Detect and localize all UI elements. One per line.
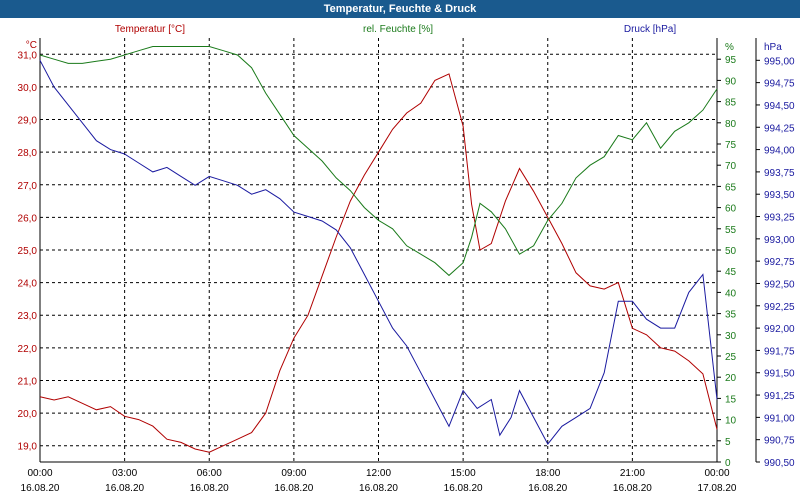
pressure-tick-label: 992,25 [764,302,795,313]
temperature-tick-label: 28,0 [18,148,38,159]
x-tick-date: 16.08.20 [359,483,398,494]
humidity-tick-label: 45 [725,267,737,278]
temperature-tick-label: 31,0 [18,50,38,61]
x-tick-date: 16.08.20 [105,483,144,494]
x-tick-time: 03:00 [112,468,137,479]
pressure-tick-label: 992,75 [764,257,795,268]
x-tick-date: 16.08.20 [528,483,567,494]
humidity-tick-label: 50 [725,246,737,257]
temperature-tick-label: 23,0 [18,311,38,322]
temperature-tick-label: 26,0 [18,213,38,224]
pressure-tick-label: 993,50 [764,190,795,201]
humidity-tick-label: 55 [725,225,737,236]
x-tick-time: 09:00 [281,468,306,479]
x-tick-time: 06:00 [197,468,222,479]
humidity-tick-label: 65 [725,182,737,193]
temperature-tick-label: 20,0 [18,409,38,420]
pressure-tick-label: 991,50 [764,369,795,380]
pressure-tick-label: 992,50 [764,279,795,290]
temperature-line [39,73,718,453]
temperature-tick-label: 19,0 [18,442,38,453]
pressure-tick-label: 993,75 [764,168,795,179]
temperature-tick-label: 30,0 [18,83,38,94]
pressure-tick-label: 994,00 [764,146,795,157]
chart-plot: 00:00 16.08.20 03:00 16.08.20 06:00 16.08.20 0… [18,24,795,494]
pressure-line [39,60,718,446]
pressure-tick-label: 993,00 [764,235,795,246]
humidity-tick-label: 35 [725,310,737,321]
x-tick-date: 16.08.20 [444,483,483,494]
temperature-tick-label: 29,0 [18,116,38,127]
pressure-tick-label: 991,25 [764,391,795,402]
x-tick-date: 16.08.20 [190,483,229,494]
humidity-tick-label: % [725,42,734,53]
pressure-tick-label: 991,00 [764,413,795,424]
humidity-tick-label: 10 [725,416,737,427]
humidity-tick-label: 80 [725,119,737,130]
humidity-tick-label: 25 [725,352,737,363]
temperature-unit-label: °C [26,40,37,51]
x-tick-date: 16.08.20 [613,483,652,494]
x-tick-time: 18:00 [535,468,560,479]
humidity-tick-label: 30 [725,331,737,342]
humidity-tick-label: 85 [725,98,737,109]
pressure-series-label: Druck [hPa] [624,24,676,35]
pressure-tick-label: 992,00 [764,324,795,335]
x-tick-time: 15:00 [451,468,476,479]
x-tick-date: 16.08.20 [274,483,313,494]
temperature-tick-label: 21,0 [18,376,38,387]
pressure-tick-label: hPa [764,42,782,53]
humidity-tick-label: 70 [725,161,737,172]
x-tick-time: 00:00 [704,468,729,479]
pressure-tick-label: 990,75 [764,436,795,447]
humidity-tick-label: 40 [725,288,737,299]
humidity-tick-label: 90 [725,76,737,87]
temperature-tick-label: 22,0 [18,344,38,355]
pressure-tick-label: 991,75 [764,346,795,357]
x-tick-date: 16.08.20 [21,483,60,494]
humidity-tick-label: 0 [725,458,731,469]
temperature-tick-label: 25,0 [18,246,38,257]
temperature-series-label: Temperatur [°C] [115,24,185,35]
pressure-tick-label: 993,25 [764,213,795,224]
x-tick-time: 00:00 [27,468,52,479]
temperature-tick-label: 27,0 [18,181,38,192]
x-tick-date: 17.08.20 [698,483,737,494]
humidity-tick-label: 20 [725,373,737,384]
pressure-tick-label: 994,25 [764,123,795,134]
x-tick-time: 12:00 [366,468,391,479]
humidity-tick-label: 5 [725,437,731,448]
temperature-tick-label: 24,0 [18,279,38,290]
chart-title: Temperatur, Feuchte & Druck [323,3,477,15]
pressure-tick-label: 995,00 [764,56,795,67]
pressure-tick-label: 994,50 [764,101,795,112]
humidity-line [39,46,718,277]
pressure-tick-label: 990,50 [764,458,795,469]
humidity-series-label: rel. Feuchte [%] [363,24,433,35]
humidity-tick-label: 95 [725,55,737,66]
humidity-tick-label: 60 [725,204,737,215]
chart-title-bar: Temperatur, Feuchte & Druck [0,0,800,18]
pressure-tick-label: 994,75 [764,79,795,90]
x-tick-time: 21:00 [620,468,645,479]
humidity-tick-label: 75 [725,140,737,151]
humidity-tick-label: 15 [725,394,737,405]
